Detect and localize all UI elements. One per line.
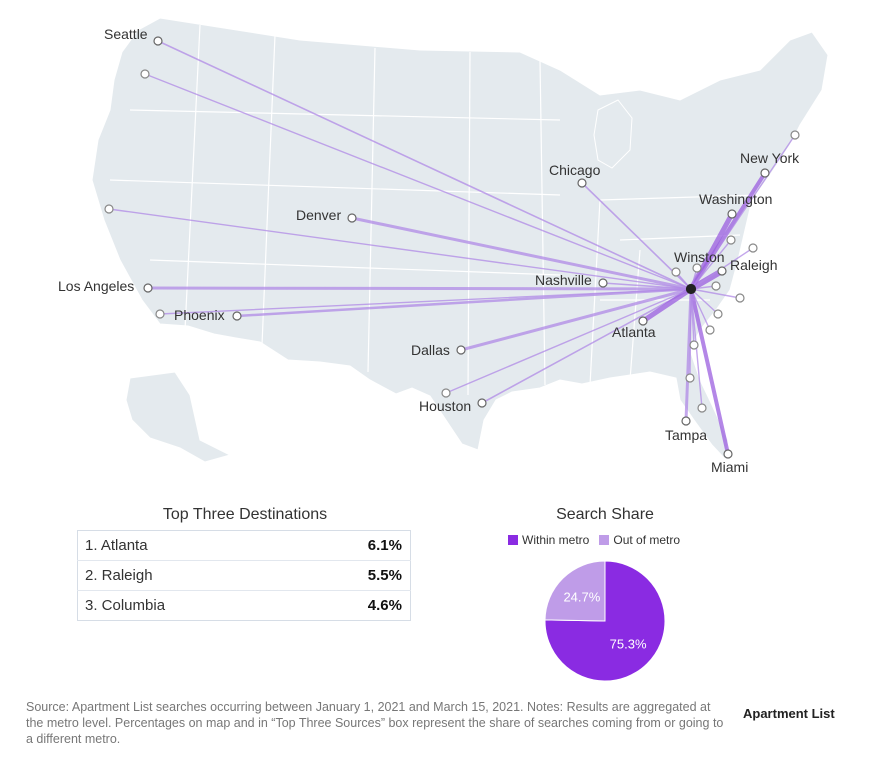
city-label: Seattle [104, 26, 148, 42]
city-marker [441, 388, 451, 398]
city-marker [232, 311, 242, 321]
city-marker [598, 278, 608, 288]
table-row: 3. Columbia 4.6% [77, 590, 411, 621]
flow-line [481, 288, 692, 404]
city-marker [705, 325, 715, 335]
flow-line [690, 134, 796, 290]
michigan-landmass [593, 99, 633, 169]
city-label: Dallas [411, 342, 450, 358]
city-marker [697, 403, 707, 413]
city-marker [711, 281, 721, 291]
flow-line [459, 287, 693, 352]
city-marker [577, 178, 587, 188]
city-marker [735, 293, 745, 303]
city-marker [477, 398, 487, 408]
flow-line [689, 288, 692, 379]
flow-map: Seattle Denver Los Angeles Phoenix Dallas Hou… [58, 17, 829, 475]
destinations-table: 1. Atlanta 6.1% 2. Raleigh 5.5% 3. Colum… [77, 530, 411, 621]
city-label: Denver [296, 207, 341, 223]
search-share-title: Search Share [556, 506, 654, 523]
destination-label: 2. Raleigh [77, 560, 297, 591]
city-label: Los Angeles [58, 278, 134, 294]
city-marker [790, 130, 800, 140]
legend-swatch [599, 535, 610, 545]
flow-line [144, 73, 692, 290]
city-marker [153, 36, 163, 46]
destinations-title: Top Three Destinations [162, 506, 328, 523]
city-label: Nashville [535, 272, 592, 288]
city-labels: Seattle Denver Los Angeles Phoenix Dallas Hou… [58, 26, 800, 475]
city-marker [760, 168, 770, 178]
city-label: Raleigh [730, 257, 777, 273]
city-label: Miami [711, 459, 748, 475]
legend-item-within: Within metro [508, 533, 589, 547]
city-label: Atlanta [612, 324, 656, 340]
city-label: New York [740, 150, 800, 166]
city-marker [140, 69, 150, 79]
search-share-legend: Within metro Out of metro [508, 533, 680, 547]
flow-line [146, 286, 693, 291]
flow-line [690, 288, 741, 299]
city-marker [717, 266, 727, 276]
table-row: 1. Atlanta 6.1% [78, 531, 411, 561]
city-marker [726, 235, 736, 245]
apartment-list-logo: Apartment List [743, 706, 835, 721]
city-marker [671, 267, 681, 277]
city-marker [727, 209, 737, 219]
flow-line [690, 288, 719, 315]
city-marker [104, 204, 114, 214]
logo-text: Apartment List [743, 706, 835, 721]
city-label: Chicago [549, 162, 601, 178]
flow-line [602, 282, 692, 290]
destination-percent: 5.5% [296, 560, 411, 591]
destination-percent: 4.6% [296, 590, 411, 621]
city-marker [689, 340, 699, 350]
city-marker [143, 283, 153, 293]
city-label: Washington [699, 191, 772, 207]
pie-label: 24.7% [563, 589, 600, 604]
flow-line [235, 287, 693, 318]
legend-label: Within metro [522, 533, 590, 547]
pie-slice [544, 560, 606, 622]
city-marker [723, 449, 733, 459]
city-marker [692, 263, 702, 273]
legend-item-out: Out of metro [599, 533, 680, 547]
flow-line [689, 287, 730, 456]
search-share-pie: 75.3% 24.7% [544, 560, 666, 682]
legend-swatch [508, 535, 518, 545]
source-note: Source: Apartment List searches occurrin… [26, 700, 724, 746]
city-marker [748, 243, 758, 253]
city-marker [456, 345, 466, 355]
table-row: 2. Raleigh 5.5% [77, 560, 411, 591]
city-marker [685, 373, 695, 383]
city-points [104, 36, 800, 459]
flow-line [108, 208, 692, 290]
flow-line [445, 288, 692, 394]
city-marker [681, 416, 691, 426]
city-label: Houston [419, 398, 471, 414]
destination-label: 1. Atlanta [85, 537, 148, 554]
flow-line [690, 239, 732, 290]
flow-line [157, 40, 692, 290]
legend-label: Out of metro [613, 533, 681, 547]
city-marker [638, 316, 648, 326]
city-label: Tampa [665, 427, 707, 443]
flow-line [159, 288, 692, 315]
flow-line [640, 286, 694, 324]
destination-label: 3. Columbia [77, 590, 297, 621]
destination-percent: 6.1% [367, 537, 402, 554]
origin-marker [685, 283, 697, 295]
city-label: Phoenix [174, 307, 225, 323]
city-marker [347, 213, 357, 223]
pie-label: 75.3% [610, 637, 647, 652]
flow-line [690, 288, 711, 331]
city-label: Winston [674, 249, 725, 265]
city-marker [155, 309, 165, 319]
city-marker [713, 309, 723, 319]
pie-slice [544, 560, 666, 682]
inset-landmass [125, 371, 232, 463]
us-landmass [91, 17, 829, 462]
flow-line [350, 216, 693, 291]
